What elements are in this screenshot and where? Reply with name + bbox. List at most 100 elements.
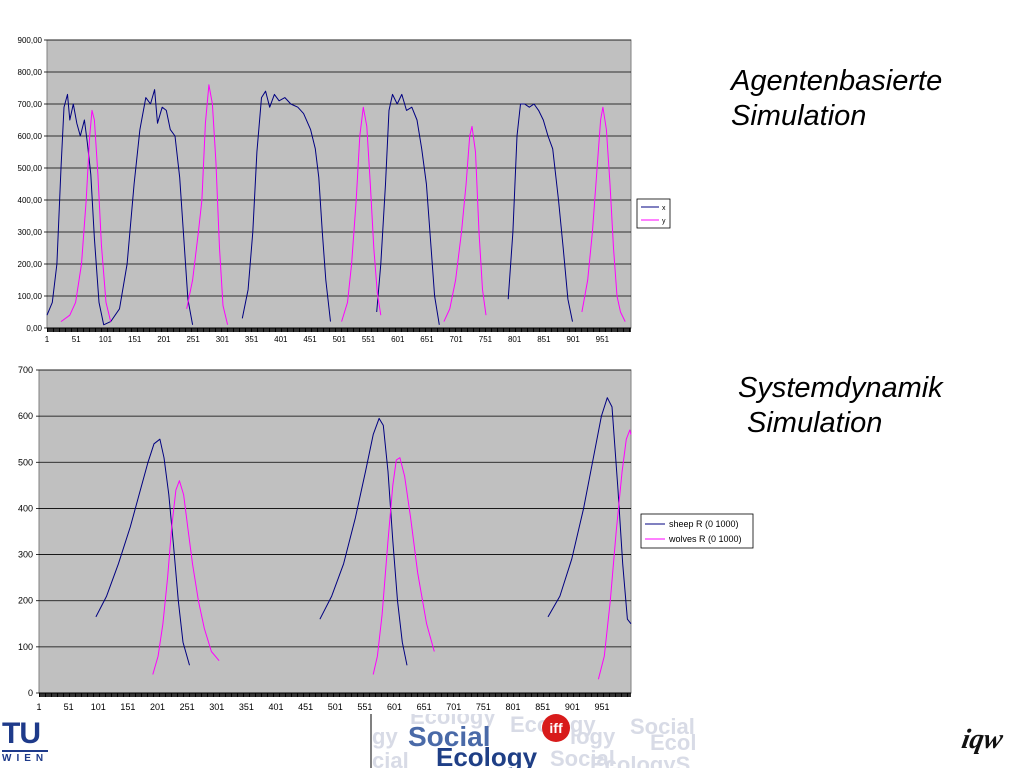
- legend-label-y: y: [662, 218, 666, 225]
- x-tick-label: 401: [274, 335, 288, 344]
- x-tick-label: 1: [45, 335, 50, 344]
- x-tick-label: 701: [450, 335, 464, 344]
- series-line-magenta: [443, 125, 487, 322]
- series-line-blue: [376, 93, 440, 325]
- title-line: Systemdynamik: [738, 372, 943, 404]
- legend: x y: [636, 198, 671, 229]
- y-tick-label: 700,00: [18, 100, 43, 109]
- x-tick-label: 101: [91, 702, 106, 712]
- x-tick-label: 251: [180, 702, 195, 712]
- y-tick-label: 700: [18, 365, 33, 375]
- svg-text:Social: Social: [550, 746, 615, 768]
- x-axis-ticks: 1 51 101 151 201 251 301 351 401 451 501 551 601 651 7…: [45, 327, 631, 344]
- x-tick-label: 751: [479, 335, 493, 344]
- x-tick-label: 901: [566, 335, 580, 344]
- x-tick-label: 301: [209, 702, 224, 712]
- y-tick-label: 500,00: [18, 164, 43, 173]
- x-tick-label: 951: [594, 702, 609, 712]
- series-line-magenta: [186, 84, 229, 325]
- gridlines: [39, 369, 631, 694]
- x-tick-label: 801: [508, 335, 522, 344]
- tu-logo-text: TU: [2, 717, 41, 750]
- x-tick-label: 651: [417, 702, 432, 712]
- series-lines: [46, 84, 626, 326]
- y-tick-label: 300,00: [18, 228, 43, 237]
- iff-badge-circle: [542, 714, 570, 742]
- legend-box: [636, 198, 671, 229]
- series-line-magenta: [152, 480, 220, 675]
- social-ecology-logo: gy cial Ecology logy Social Social Ecol …: [370, 714, 725, 768]
- y-tick-label: 300: [18, 550, 33, 560]
- x-tick-label: 951: [596, 335, 610, 344]
- x-tick-label: 851: [537, 335, 551, 344]
- plot-area: [46, 39, 632, 329]
- x-tick-label: 201: [157, 335, 171, 344]
- svg-text:Ecol: Ecol: [650, 730, 696, 755]
- x-tick-label: 601: [391, 335, 405, 344]
- x-tick-label: 251: [186, 335, 200, 344]
- series-line-blue: [547, 397, 632, 625]
- title-line: Simulation: [747, 407, 883, 439]
- series-lines: [95, 397, 632, 680]
- y-tick-label: 200,00: [18, 260, 43, 269]
- x-tick-label: 201: [150, 702, 165, 712]
- svg-text:logy: logy: [570, 724, 616, 749]
- legend: sheep R (0 1000) wolves R (0 1000): [640, 513, 754, 549]
- series-line-magenta: [60, 109, 112, 323]
- agent-based-title: Agentenbasierte Simulation: [731, 64, 942, 134]
- x-tick-label: 351: [245, 335, 259, 344]
- social-ecology-logo-art: gy cial Ecology logy Social Social Ecol …: [370, 714, 725, 768]
- x-tick-label: 801: [506, 702, 521, 712]
- svg-text:EcologyS: EcologyS: [590, 752, 690, 768]
- x-tick-label: 551: [357, 702, 372, 712]
- agent-based-simulation-chart: 0,00 100,00 200,00 300,00 400,00 500,00 600,00…: [18, 36, 671, 344]
- y-tick-label: 500: [18, 457, 33, 467]
- y-tick-label: 900,00: [18, 36, 43, 45]
- x-tick-label: 651: [420, 335, 434, 344]
- series-line-blue: [319, 417, 408, 666]
- y-tick-label: 100,00: [18, 292, 43, 301]
- series-line-magenta: [581, 106, 626, 322]
- legend-label-x: x: [662, 205, 666, 212]
- svg-text:Social: Social: [630, 714, 695, 739]
- legend-label-wolves: wolves R (0 1000): [668, 534, 742, 544]
- x-tick-label: 851: [535, 702, 550, 712]
- series-line-blue: [507, 103, 573, 322]
- y-tick-label: 800,00: [18, 68, 43, 77]
- plot-area: [38, 369, 632, 694]
- x-tick-label: 101: [99, 335, 113, 344]
- iff-badge-text: iff: [549, 720, 563, 736]
- legend-box: [640, 513, 754, 549]
- series-line-magenta: [372, 457, 435, 675]
- x-tick-label: 601: [387, 702, 402, 712]
- x-tick-label: 151: [120, 702, 135, 712]
- series-line-magenta: [597, 429, 632, 680]
- x-tick-label: 551: [362, 335, 376, 344]
- series-line-blue: [241, 90, 331, 322]
- x-axis-ticks: 1 51 101 151 201 251 301 351 401 451 501 551 601 651 7…: [36, 692, 631, 712]
- x-tick-label: 301: [216, 335, 230, 344]
- x-tick-label: 1: [36, 702, 41, 712]
- x-tick-label: 751: [476, 702, 491, 712]
- x-tick-label: 51: [72, 335, 81, 344]
- ecology-word: Ecology: [436, 742, 538, 768]
- svg-text:Ecology: Ecology: [410, 714, 496, 729]
- y-axis-ticks: 0,00 100,00 200,00 300,00 400,00 500,00 600,00…: [18, 36, 47, 333]
- svg-text:gy: gy: [372, 724, 398, 749]
- system-dynamics-title: Systemdynamik Simulation: [738, 371, 943, 441]
- iqw-logo: iqw: [959, 724, 1006, 755]
- tu-logo-subtext: WIEN: [2, 750, 48, 764]
- legend-label-sheep: sheep R (0 1000): [669, 519, 739, 529]
- tu-wien-logo: TU WIEN: [2, 717, 54, 766]
- y-tick-label: 400,00: [18, 196, 43, 205]
- social-word: Social: [408, 721, 490, 752]
- x-tick-label: 451: [303, 335, 317, 344]
- y-axis-ticks: 0 100 200 300 400 500 600 700: [18, 365, 39, 698]
- series-line-blue: [95, 438, 190, 666]
- y-tick-label: 100: [18, 642, 33, 652]
- y-tick-label: 200: [18, 596, 33, 606]
- x-tick-label: 451: [298, 702, 313, 712]
- y-tick-label: 600,00: [18, 132, 43, 141]
- x-tick-label: 401: [269, 702, 284, 712]
